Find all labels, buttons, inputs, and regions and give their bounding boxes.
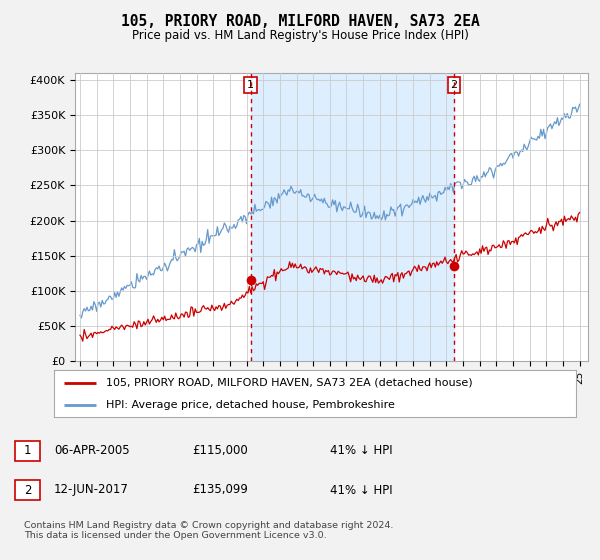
Text: 105, PRIORY ROAD, MILFORD HAVEN, SA73 2EA (detached house): 105, PRIORY ROAD, MILFORD HAVEN, SA73 2E… [106,378,473,388]
Bar [251,73,454,361]
Text: HPI: Average price, detached house, Pembrokeshire: HPI: Average price, detached house, Pemb… [106,400,395,410]
Text: 105, PRIORY ROAD, MILFORD HAVEN, SA73 2EA: 105, PRIORY ROAD, MILFORD HAVEN, SA73 2E… [121,14,479,29]
Text: 41% ↓ HPI: 41% ↓ HPI [330,444,392,458]
Text: 12-JUN-2017: 12-JUN-2017 [54,483,129,497]
Text: 1: 1 [247,80,254,90]
Text: Contains HM Land Registry data © Crown copyright and database right 2024.
This d: Contains HM Land Registry data © Crown c… [24,521,394,540]
Text: 2: 2 [24,483,31,497]
Text: £115,000: £115,000 [192,444,248,458]
Text: 1: 1 [24,444,31,458]
Text: 41% ↓ HPI: 41% ↓ HPI [330,483,392,497]
Text: Price paid vs. HM Land Registry's House Price Index (HPI): Price paid vs. HM Land Registry's House … [131,29,469,42]
Text: 2: 2 [451,80,457,90]
Text: £135,099: £135,099 [192,483,248,497]
Text: 06-APR-2005: 06-APR-2005 [54,444,130,458]
